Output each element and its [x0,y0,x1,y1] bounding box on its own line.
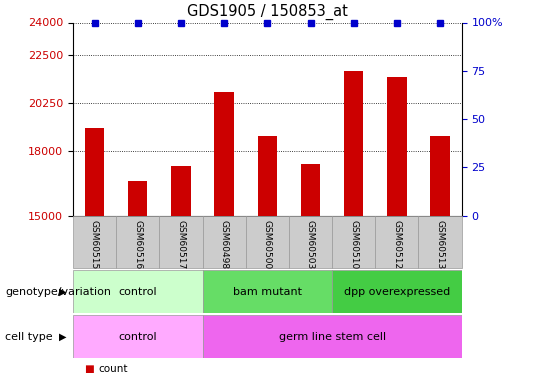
Bar [387,77,407,216]
Text: dpp overexpressed: dpp overexpressed [344,286,450,297]
Text: cell type: cell type [5,332,53,342]
Bar [418,216,462,268]
Bar [332,216,375,268]
Text: genotype/variation: genotype/variation [5,286,111,297]
Text: GSM60512: GSM60512 [393,220,401,269]
Bar [332,270,462,313]
Text: GSM60510: GSM60510 [349,220,358,269]
Text: germ line stem cell: germ line stem cell [279,332,386,342]
Bar [128,181,147,216]
Text: bam mutant: bam mutant [233,286,302,297]
Text: control: control [118,332,157,342]
Text: GSM60517: GSM60517 [177,220,185,269]
Bar [246,216,289,268]
Bar [73,270,202,313]
Bar [214,92,234,216]
Text: GSM60500: GSM60500 [263,220,272,269]
Text: ■: ■ [84,364,93,374]
Bar [116,216,159,268]
Text: GSM60515: GSM60515 [90,220,99,269]
Bar [375,216,418,268]
Text: GSM60516: GSM60516 [133,220,142,269]
Bar [202,315,462,358]
Bar [344,71,363,216]
Text: ▶: ▶ [59,286,67,297]
Text: GSM60503: GSM60503 [306,220,315,269]
Bar [73,315,202,358]
Title: GDS1905 / 150853_at: GDS1905 / 150853_at [187,3,348,20]
Bar [258,136,277,216]
Text: control: control [118,286,157,297]
Bar [289,216,332,268]
Bar [171,166,191,216]
Text: GSM60513: GSM60513 [436,220,444,269]
Bar [85,128,104,216]
Text: GSM60498: GSM60498 [220,220,228,269]
Bar [202,216,246,268]
Bar [430,136,450,216]
Bar [301,164,320,216]
Bar [202,270,332,313]
Bar [73,216,116,268]
Text: ▶: ▶ [59,332,67,342]
Text: count: count [99,364,129,374]
Bar [159,216,202,268]
